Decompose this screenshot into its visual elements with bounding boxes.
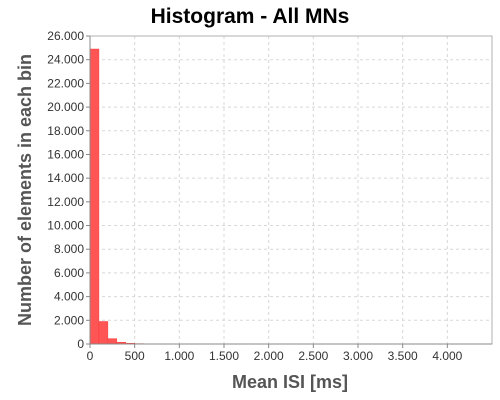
histogram-bar [107, 338, 118, 345]
histogram-bar [89, 48, 100, 345]
x-tick-label: 1.000 [164, 349, 194, 363]
axis-layer [89, 35, 493, 345]
x-tick-label: 1.500 [209, 349, 239, 363]
x-tick-label: 0 [87, 349, 94, 363]
tick-layer: 0 2.000 4.000 6.000 8.000 10.000 12.000 14.000 1… [47, 29, 462, 363]
y-tick-label: 0 [77, 337, 84, 351]
x-axis-title: Mean ISI [ms] [232, 372, 348, 392]
y-tick-label: 18.000 [47, 124, 84, 138]
plot-background [90, 36, 492, 344]
y-tick-label: 4.000 [54, 290, 84, 304]
x-tick-label: 500 [125, 349, 145, 363]
y-axis-title: Number of elements in each bin [15, 54, 35, 326]
x-tick-label: 2.500 [298, 349, 328, 363]
chart-title: Histogram - All MNs [151, 5, 350, 28]
x-tick-label: 3.000 [343, 349, 373, 363]
y-tick-label: 24.000 [47, 53, 84, 67]
y-tick-label: 10.000 [47, 219, 84, 233]
plot-area [89, 35, 493, 345]
y-tick-label: 26.000 [47, 29, 84, 43]
x-tick-label: 3.500 [388, 349, 418, 363]
y-tick-label: 14.000 [47, 171, 84, 185]
y-tick-label: 8.000 [54, 242, 84, 256]
y-tick-label: 12.000 [47, 195, 84, 209]
histogram-bar [98, 321, 109, 345]
y-tick-label: 16.000 [47, 147, 84, 161]
y-tick-label: 20.000 [47, 100, 84, 114]
x-tick-label: 2.000 [254, 349, 284, 363]
y-tick-label: 2.000 [54, 313, 84, 327]
x-tick-label: 4.000 [432, 349, 462, 363]
y-tick-label: 6.000 [54, 266, 84, 280]
y-tick-label: 22.000 [47, 76, 84, 90]
